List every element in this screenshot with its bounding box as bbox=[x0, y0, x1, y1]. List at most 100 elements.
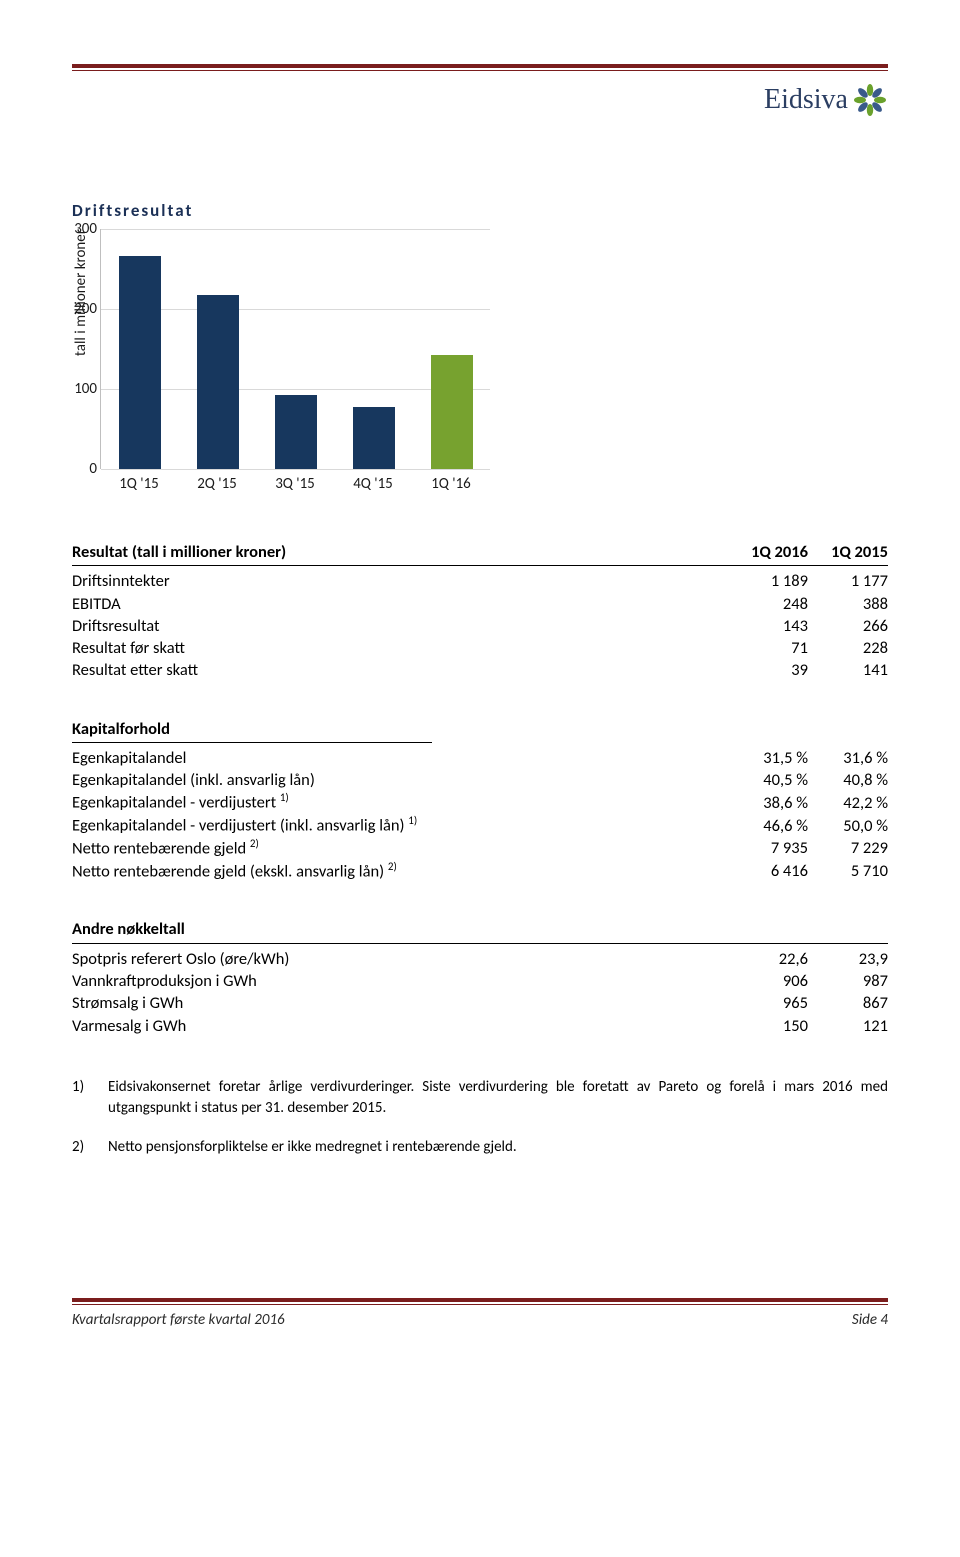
chart-xlabel: 1Q '15 bbox=[100, 475, 178, 493]
table-cell: 248 bbox=[728, 593, 808, 615]
table-row: EBITDA248388 bbox=[72, 593, 888, 615]
tables: Resultat (tall i millioner kroner) 1Q 20… bbox=[72, 541, 888, 1037]
table-cell: 31,6 % bbox=[808, 747, 888, 769]
chart-plot-area: 0100200300 bbox=[100, 229, 490, 469]
andre-rule bbox=[72, 943, 888, 944]
table-row: Resultat etter skatt39141 bbox=[72, 659, 888, 681]
table-row: Resultat før skatt71228 bbox=[72, 637, 888, 659]
footnote-number: 2) bbox=[72, 1137, 108, 1158]
table-cell: 22,6 bbox=[728, 948, 808, 970]
table-row: Egenkapitalandel - verdijustert (inkl. a… bbox=[72, 814, 888, 837]
resultat-col1: 1Q 2016 bbox=[728, 541, 808, 563]
footer-left: Kvartalsrapport første kvartal 2016 bbox=[72, 1311, 285, 1329]
footer-row: Kvartalsrapport første kvartal 2016 Side… bbox=[72, 1311, 888, 1329]
table-cell: 266 bbox=[808, 615, 888, 637]
chart-bar bbox=[353, 407, 395, 469]
table-cell: 143 bbox=[728, 615, 808, 637]
table-cell: 42,2 % bbox=[808, 792, 888, 814]
table-row-label: Egenkapitalandel - verdijustert (inkl. a… bbox=[72, 814, 728, 837]
table-row: Netto rentebærende gjeld (ekskl. ansvarl… bbox=[72, 860, 888, 883]
table-row-label: Spotpris referert Oslo (øre/kWh) bbox=[72, 948, 728, 970]
resultat-header-label: Resultat (tall i millioner kroner) bbox=[72, 541, 728, 563]
table-cell: 46,6 % bbox=[728, 815, 808, 837]
table-row-label: Varmesalg i GWh bbox=[72, 1015, 728, 1037]
table-cell: 23,9 bbox=[808, 948, 888, 970]
table-cell: 228 bbox=[808, 637, 888, 659]
page-header: Eidsiva bbox=[72, 64, 888, 164]
page: Eidsiva Driftsresultat tall i millioner … bbox=[0, 64, 960, 1369]
table-cell: 6 416 bbox=[728, 860, 808, 882]
table-row-label: Vannkraftproduksjon i GWh bbox=[72, 970, 728, 992]
footnote-number: 1) bbox=[72, 1077, 108, 1119]
table-cell: 1 177 bbox=[808, 570, 888, 592]
header-rule-thin bbox=[72, 70, 888, 71]
table-row: Spotpris referert Oslo (øre/kWh)22,623,9 bbox=[72, 948, 888, 970]
chart-gridline bbox=[101, 469, 490, 470]
table-row-label: Egenkapitalandel bbox=[72, 747, 728, 769]
chart-ylabel: tall i millioner kroner bbox=[72, 229, 90, 436]
table-row-label: Driftsinntekter bbox=[72, 570, 728, 592]
table-cell: 38,6 % bbox=[728, 792, 808, 814]
table-row-label: Strømsalg i GWh bbox=[72, 992, 728, 1014]
table-cell: 7 935 bbox=[728, 837, 808, 859]
footnotes: 1)Eidsivakonsernet foretar årlige verdiv… bbox=[72, 1077, 888, 1158]
resultat-col2: 1Q 2015 bbox=[808, 541, 888, 563]
table-cell: 121 bbox=[808, 1015, 888, 1037]
table-cell: 150 bbox=[728, 1015, 808, 1037]
footnote-text: Eidsivakonsernet foretar årlige verdivur… bbox=[108, 1077, 888, 1119]
table-cell: 40,5 % bbox=[728, 769, 808, 791]
andre-header-label: Andre nøkkeltall bbox=[72, 918, 728, 940]
resultat-header-row: Resultat (tall i millioner kroner) 1Q 20… bbox=[72, 541, 888, 563]
kapital-header-row: Kapitalforhold bbox=[72, 718, 888, 740]
table-row-label: Egenkapitalandel - verdijustert 1) bbox=[72, 791, 728, 814]
table-cell: 906 bbox=[728, 970, 808, 992]
header-rule-thick bbox=[72, 64, 888, 68]
table-cell: 1 189 bbox=[728, 570, 808, 592]
chart-xlabel: 4Q '15 bbox=[334, 475, 412, 493]
table-cell: 31,5 % bbox=[728, 747, 808, 769]
footer-right: Side 4 bbox=[852, 1311, 888, 1329]
chart-ytick: 100 bbox=[65, 380, 97, 398]
table-row: Strømsalg i GWh965867 bbox=[72, 992, 888, 1014]
logo: Eidsiva bbox=[764, 82, 888, 118]
chart-xlabel: 2Q '15 bbox=[178, 475, 256, 493]
table-cell: 141 bbox=[808, 659, 888, 681]
table-cell: 5 710 bbox=[808, 860, 888, 882]
table-row-label: Driftsresultat bbox=[72, 615, 728, 637]
chart-ytick: 0 bbox=[65, 460, 97, 478]
table-cell: 50,0 % bbox=[808, 815, 888, 837]
table-row-label: Netto rentebærende gjeld (ekskl. ansvarl… bbox=[72, 860, 728, 883]
andre-header-row: Andre nøkkeltall bbox=[72, 918, 888, 940]
chart-bar bbox=[119, 256, 161, 469]
chart-xlabel: 1Q '16 bbox=[412, 475, 490, 493]
bar-chart: tall i millioner kroner 0100200300 1Q '1… bbox=[72, 229, 888, 493]
chart-bar bbox=[431, 355, 473, 469]
table-cell: 71 bbox=[728, 637, 808, 659]
chart-bar bbox=[275, 395, 317, 469]
logo-burst-icon bbox=[852, 82, 888, 118]
chart-xlabel: 3Q '15 bbox=[256, 475, 334, 493]
table-row-label: Egenkapitalandel (inkl. ansvarlig lån) bbox=[72, 769, 728, 791]
resultat-rule bbox=[72, 565, 888, 566]
table-cell: 7 229 bbox=[808, 837, 888, 859]
chart-ytick: 300 bbox=[65, 220, 97, 238]
table-cell: 40,8 % bbox=[808, 769, 888, 791]
footnote: 1)Eidsivakonsernet foretar årlige verdiv… bbox=[72, 1077, 888, 1119]
table-row: Egenkapitalandel (inkl. ansvarlig lån)40… bbox=[72, 769, 888, 791]
chart-ytick: 200 bbox=[65, 300, 97, 318]
kapital-rule bbox=[72, 742, 432, 743]
logo-text: Eidsiva bbox=[764, 84, 848, 116]
table-row-label: Netto rentebærende gjeld 2) bbox=[72, 837, 728, 860]
chart-bar bbox=[197, 295, 239, 469]
table-row-label: Resultat etter skatt bbox=[72, 659, 728, 681]
table-row: Vannkraftproduksjon i GWh906987 bbox=[72, 970, 888, 992]
chart-gridline bbox=[101, 229, 490, 230]
chart-title: Driftsresultat bbox=[72, 200, 888, 221]
table-cell: 965 bbox=[728, 992, 808, 1014]
table-cell: 867 bbox=[808, 992, 888, 1014]
table-cell: 987 bbox=[808, 970, 888, 992]
table-row: Egenkapitalandel31,5 %31,6 % bbox=[72, 747, 888, 769]
table-row: Driftsinntekter1 1891 177 bbox=[72, 570, 888, 592]
table-cell: 388 bbox=[808, 593, 888, 615]
table-row: Egenkapitalandel - verdijustert 1)38,6 %… bbox=[72, 791, 888, 814]
